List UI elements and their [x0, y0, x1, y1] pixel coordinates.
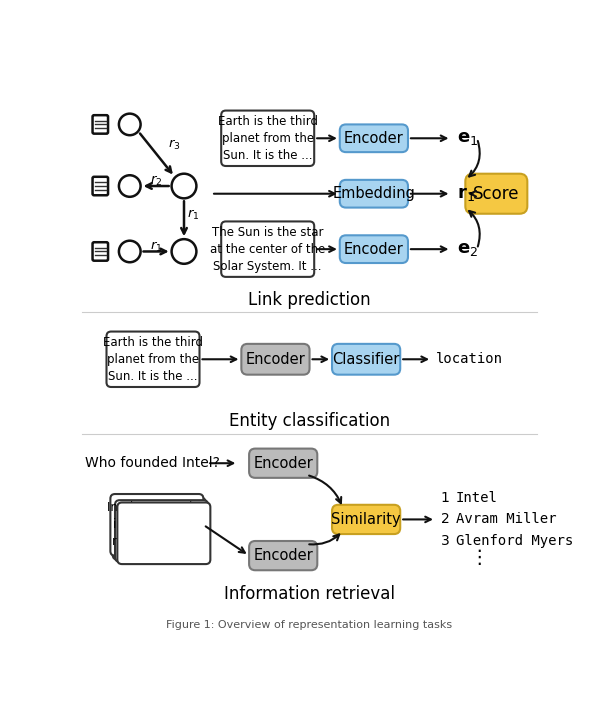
FancyBboxPatch shape [106, 332, 199, 387]
Text: Encoder: Encoder [253, 548, 313, 563]
Text: Encoder: Encoder [344, 131, 403, 146]
FancyBboxPatch shape [340, 125, 408, 152]
Text: $r_1$: $r_1$ [150, 240, 162, 254]
Text: Embedding: Embedding [332, 186, 416, 201]
Text: Intel Corporation
is an American
multinational...: Intel Corporation is an American multina… [107, 501, 207, 548]
Text: 3: 3 [440, 534, 449, 548]
FancyBboxPatch shape [221, 221, 314, 277]
Text: The Sun is the star
at the center of the
Solar System. It ...: The Sun is the star at the center of the… [210, 226, 326, 273]
Text: Entity classification: Entity classification [229, 412, 390, 430]
Text: Encoder: Encoder [253, 455, 313, 470]
Text: $\mathbf{e}_1$: $\mathbf{e}_1$ [457, 130, 478, 147]
Text: Who founded Intel?: Who founded Intel? [85, 456, 220, 470]
Text: Score: Score [473, 185, 519, 203]
FancyBboxPatch shape [249, 541, 317, 570]
Text: $\mathbf{e}_2$: $\mathbf{e}_2$ [457, 240, 478, 258]
FancyBboxPatch shape [332, 505, 400, 534]
FancyBboxPatch shape [113, 498, 206, 559]
Text: 1: 1 [440, 491, 449, 505]
Text: $r_3$: $r_3$ [169, 137, 181, 152]
Text: Avram Miller: Avram Miller [456, 513, 556, 526]
Text: $r_2$: $r_2$ [150, 174, 162, 188]
Text: location: location [436, 352, 503, 367]
FancyBboxPatch shape [221, 110, 314, 166]
FancyBboxPatch shape [92, 115, 108, 134]
Text: Link prediction: Link prediction [248, 291, 371, 309]
FancyBboxPatch shape [332, 344, 400, 374]
Text: $\mathbf{r}_1$: $\mathbf{r}_1$ [457, 185, 475, 203]
Text: $r_1$: $r_1$ [187, 208, 199, 223]
Circle shape [172, 239, 196, 263]
FancyBboxPatch shape [340, 180, 408, 208]
FancyBboxPatch shape [117, 503, 210, 564]
FancyBboxPatch shape [465, 174, 527, 214]
FancyBboxPatch shape [340, 236, 408, 263]
Text: Classifier: Classifier [332, 352, 400, 367]
Text: Figure 1: Overview of representation learning tasks: Figure 1: Overview of representation lea… [167, 620, 452, 630]
FancyBboxPatch shape [92, 242, 108, 261]
FancyBboxPatch shape [115, 500, 208, 562]
Text: Intel: Intel [456, 491, 498, 505]
Text: Earth is the third
planet from the
Sun. It is the ...: Earth is the third planet from the Sun. … [217, 115, 318, 162]
Circle shape [119, 175, 141, 197]
Text: Encoder: Encoder [344, 242, 403, 256]
FancyBboxPatch shape [92, 177, 108, 195]
Circle shape [172, 174, 196, 198]
FancyBboxPatch shape [242, 344, 310, 374]
Text: ⋮: ⋮ [469, 548, 489, 567]
FancyBboxPatch shape [249, 449, 317, 478]
Circle shape [119, 241, 141, 262]
FancyBboxPatch shape [111, 494, 204, 556]
Text: Earth is the third
planet from the
Sun. It is the ...: Earth is the third planet from the Sun. … [103, 336, 203, 383]
Text: Similarity: Similarity [332, 512, 401, 527]
Text: 2: 2 [440, 513, 449, 526]
Text: Encoder: Encoder [246, 352, 306, 367]
Text: Glenford Myers: Glenford Myers [456, 534, 573, 548]
Text: Information retrieval: Information retrieval [224, 585, 395, 603]
Circle shape [119, 114, 141, 135]
